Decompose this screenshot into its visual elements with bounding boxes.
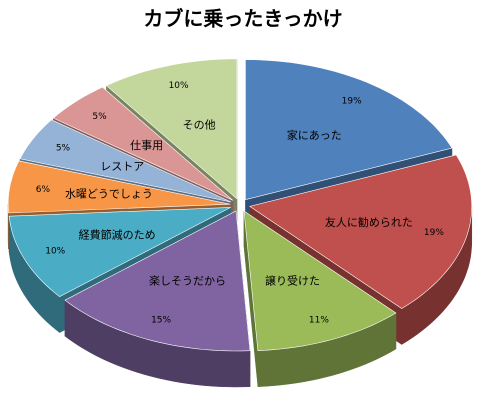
- value-label: 19%: [342, 97, 362, 107]
- slice-label: 経費節減のため: [79, 228, 156, 242]
- value-label: 15%: [151, 316, 171, 326]
- value-label: 11%: [309, 316, 329, 326]
- value-label: 5%: [56, 144, 71, 154]
- value-label: 5%: [92, 112, 107, 122]
- slice-label: 家にあった: [287, 128, 342, 142]
- slice-label: 友人に勧められた: [325, 215, 413, 229]
- value-label: 19%: [424, 228, 444, 238]
- value-label: 10%: [45, 247, 65, 257]
- chart-title: カブに乗ったきっかけ: [143, 7, 342, 31]
- value-label: 10%: [169, 81, 189, 91]
- slice-label: 仕事用: [130, 139, 163, 152]
- slice-label: レストア: [100, 160, 144, 173]
- value-label: 6%: [36, 185, 51, 195]
- slice-label: 水曜どうでしょう: [65, 188, 153, 201]
- slice-label: 楽しそうだから: [149, 275, 226, 288]
- slice-label: その他: [183, 119, 216, 132]
- slice-label: 譲り受けた: [265, 274, 320, 288]
